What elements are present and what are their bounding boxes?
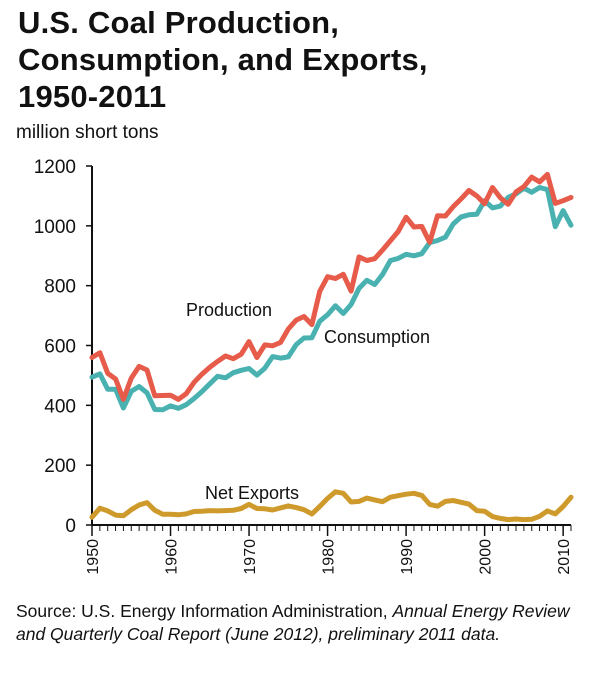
y-tick-label-400: 400 xyxy=(44,396,76,417)
y-tick-label-600: 600 xyxy=(44,337,76,358)
chart-title-line-2: Consumption, and Exports, xyxy=(18,42,428,77)
chart-title-line-3: 1950-2011 xyxy=(18,79,167,114)
chart-title-line-1: U.S. Coal Production, xyxy=(18,5,340,40)
chart-axes: 0 200 400 600 800 1000 1200 1950 1960 1970 1980 199… xyxy=(34,157,573,575)
source-prefix: Source: U.S. Energy Information Administ… xyxy=(16,601,388,621)
x-tick-label-1950: 1950 xyxy=(85,539,102,575)
x-tick-label-1990: 1990 xyxy=(399,539,416,575)
series-label-net-exports: Net Exports xyxy=(205,483,299,503)
x-tick-label-1960: 1960 xyxy=(164,539,181,575)
x-tick-label-2010: 2010 xyxy=(556,539,573,575)
series-label-production: Production xyxy=(186,300,272,320)
series-labels: Production Consumption Net Exports xyxy=(186,300,430,503)
source-publication: Annual Energy Review and Quarterly Coal … xyxy=(16,601,570,644)
y-tick-label-0: 0 xyxy=(65,516,76,537)
series-line-consumption xyxy=(89,185,574,413)
source-note: Source: U.S. Energy Information Administ… xyxy=(16,600,591,646)
x-tick-label-1980: 1980 xyxy=(321,539,338,575)
series-label-consumption: Consumption xyxy=(324,327,430,347)
series-line-net-exports xyxy=(89,489,574,523)
x-tick-label-1970: 1970 xyxy=(242,539,259,575)
y-tick-label-800: 800 xyxy=(44,277,76,298)
y-tick-label-1000: 1000 xyxy=(34,217,76,238)
series-line-production xyxy=(89,171,574,402)
x-tick-label-2000: 2000 xyxy=(478,539,495,575)
y-tick-label-200: 200 xyxy=(44,456,76,477)
chart-title: U.S. Coal Production, Consumption, and E… xyxy=(18,4,428,115)
y-tick-label-1200: 1200 xyxy=(34,157,76,178)
y-axis-unit-label: million short tons xyxy=(16,122,159,143)
line-chart: 0 200 400 600 800 1000 1200 1950 1960 1970 1980 199… xyxy=(34,157,574,575)
chart-series xyxy=(89,171,574,523)
